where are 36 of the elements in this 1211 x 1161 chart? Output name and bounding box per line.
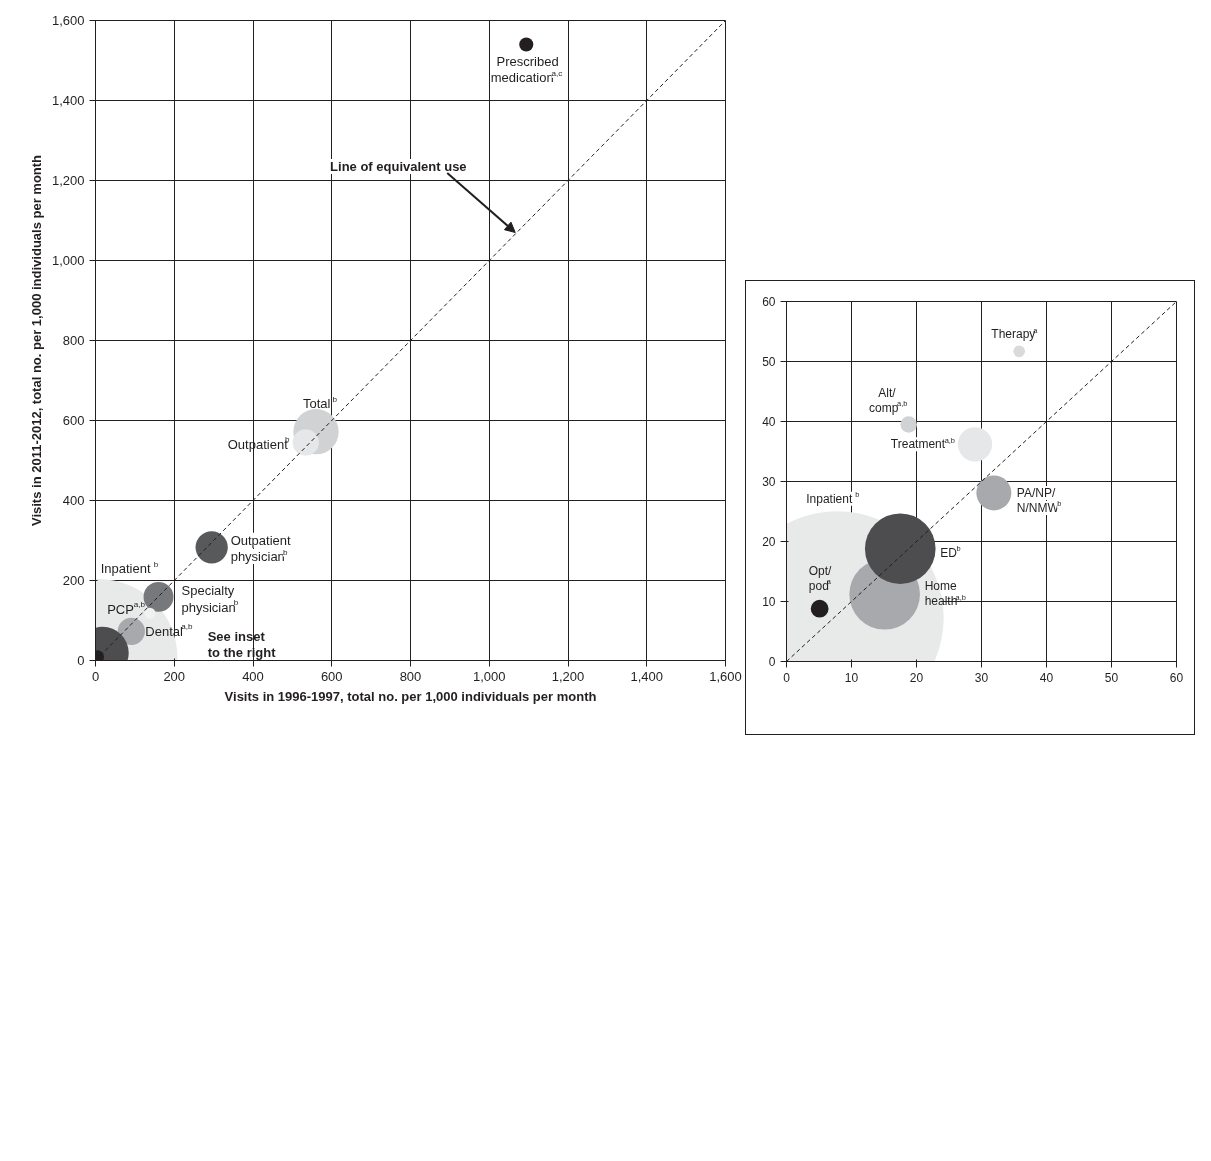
x-tick-label: 10: [844, 670, 859, 685]
x-tick-label: 800: [399, 668, 422, 684]
x-tick-label: 200: [163, 668, 186, 684]
y-tick-label: 600: [62, 413, 85, 428]
y-tick-label: 0: [768, 655, 776, 669]
x-tick-label: 0: [91, 668, 100, 684]
y-tick-label: 1,400: [51, 93, 85, 108]
series-label: Inpatientb: [100, 559, 159, 577]
y-tick-label: 0: [77, 653, 85, 668]
y-tick-label: 50: [762, 355, 776, 369]
x-tick-label: 1,000: [472, 668, 506, 684]
y-tick-label: 60: [762, 295, 776, 309]
x-tick-label: 600: [320, 668, 343, 684]
x-tick-label: 0: [783, 670, 791, 685]
y-tick-label: 20: [762, 535, 776, 549]
annotation: Line of equivalent use: [330, 159, 467, 174]
y-tick-label: 1,000: [51, 253, 85, 268]
x-tick-label: 20: [909, 670, 924, 685]
x-tick-label: 1,200: [551, 668, 585, 684]
y-tick-label: 40: [762, 415, 776, 429]
y-tick-label: 10: [762, 595, 776, 609]
y-tick-label: 1,600: [51, 13, 85, 28]
y-tick-label: 1,200: [51, 173, 85, 188]
y-tick-label: 200: [62, 573, 85, 588]
y-tick-label: 400: [62, 493, 85, 508]
x-tick-label: 30: [974, 670, 989, 685]
x-tick-label: 60: [1169, 670, 1184, 685]
y-tick-label: 30: [762, 475, 776, 489]
x-tick-label: 1,400: [630, 668, 664, 684]
x-tick-label: 400: [242, 668, 264, 684]
y-tick-label: 800: [62, 333, 85, 348]
x-tick-label: 1,600: [709, 668, 742, 684]
x-axis-title: Visits in 1996-1997, total no. per 1,000 individuals per month: [224, 688, 597, 704]
x-tick-label: 50: [1104, 670, 1119, 685]
y-axis-title: Visits in 2011-2012, total no. per 1,000 individuals per month: [28, 154, 44, 527]
x-tick-label: 40: [1039, 670, 1054, 685]
